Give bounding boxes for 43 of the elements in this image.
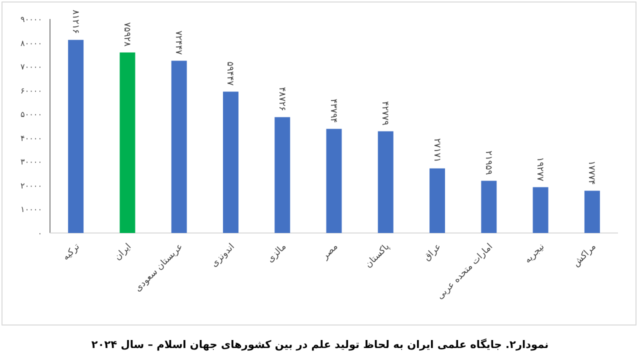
bar [171,60,187,233]
x-tick-label: پاکستان [364,242,392,270]
bar [68,40,84,233]
data-label: ۷۲۴۴۷ [173,30,184,55]
x-tick-label: ترکیه [61,242,82,263]
data-label: ۵۹۴۴۷ [224,61,235,86]
y-tick-label: ۶۰۰۰۰ [20,86,42,96]
data-label: ۴۳۷۹۴ [328,98,338,124]
bar [430,168,446,233]
y-tick-label: ۳۰۰۰۰ [20,158,42,167]
data-label: ۱۷۷۷۴ [586,160,596,185]
y-tick-label: ۲۰۰۰۰ [20,181,42,190]
bar [120,52,136,233]
data-label: ۴۸۷۲۶ [276,86,286,112]
y-tick-label: ۸۰۰۰۰ [20,38,42,48]
x-tick-label: ایران [113,242,134,263]
bar [532,187,548,233]
data-label: ۴۲۷۷۹ [380,101,390,126]
x-tick-label: مالزی [266,242,289,265]
y-tick-label: ۴۰۰۰۰ [20,134,42,143]
y-tick-label: ۰ [38,229,42,238]
y-tick-label: ۷۰۰۰۰ [20,62,42,72]
data-label: ۱۹۲۷۷ [534,156,545,182]
text: نمودار۲. جایگاه علمی ایران به لحاظ تولید علم در بین کشورهای جهان اسلام – سال ۲۰۲۴ [91,338,549,351]
bar [274,117,290,233]
bar [481,180,497,233]
bar [378,131,394,233]
x-tick-label: عربستان سعودی [133,242,186,294]
x-tick-label: مراکش [571,242,598,269]
bar [584,190,600,233]
y-tick-label: ۵۰۰۰۰ [20,110,42,120]
y-tick-label: ۱۰۰۰۰ [20,205,42,214]
y-tick-label: ۹۰۰۰۰ [20,15,42,24]
x-tick-label: مصر [320,242,340,262]
bar [222,92,238,233]
x-tick-label: نیجریه [523,242,547,266]
data-label: ۲۷۱۷۱ [431,138,442,162]
data-label: ۸۱۲۱۶ [70,10,80,34]
data-label: ۷۵۹۲۸ [121,22,132,47]
x-tick-label: عراق [422,242,444,264]
x-tick-label: اندونزی [210,242,237,270]
data-label: ۲۱۹۵۹ [482,150,493,175]
bar [326,128,342,233]
